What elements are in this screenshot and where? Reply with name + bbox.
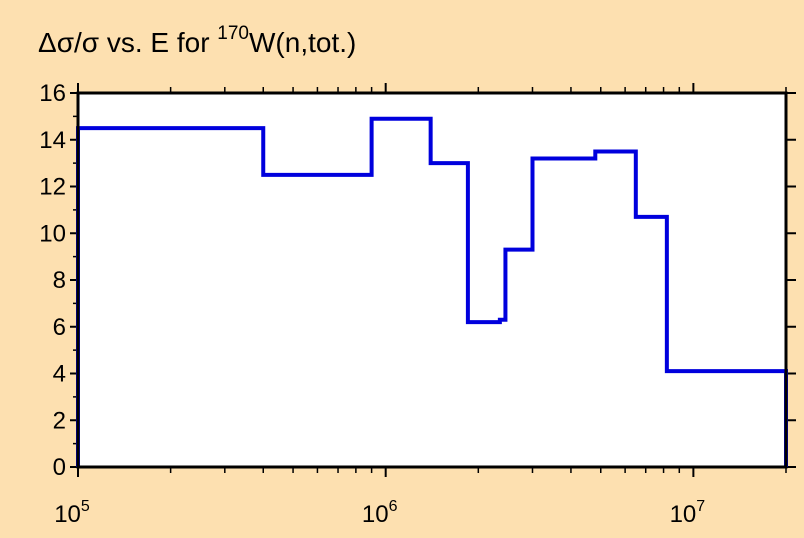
x-tick-label: 107	[670, 498, 706, 528]
y-tick-label: 2	[53, 407, 66, 434]
chart-title: Δσ/σ vs. E for 170W(n,tot.)	[38, 23, 356, 58]
plot-frame	[76, 91, 788, 469]
series-layer	[76, 116, 788, 467]
y-tick-label: 12	[39, 174, 66, 201]
series-line	[76, 116, 788, 467]
x-axis-tick-labels: 105 106 107	[54, 498, 705, 528]
y-tick-label: 4	[53, 361, 66, 388]
y-tick-label: 16	[39, 80, 66, 107]
y-axis-tick-labels: 0 2 4 6 8 10 12 14 16	[39, 80, 66, 481]
y-tick-label: 10	[39, 220, 66, 247]
y-tick-label: 14	[39, 127, 66, 154]
y-tick-label: 0	[53, 454, 66, 481]
x-tick-label: 106	[362, 498, 398, 528]
y-tick-label: 6	[53, 314, 66, 341]
x-tick-label: 105	[54, 498, 90, 528]
y-tick-label: 8	[53, 267, 66, 294]
